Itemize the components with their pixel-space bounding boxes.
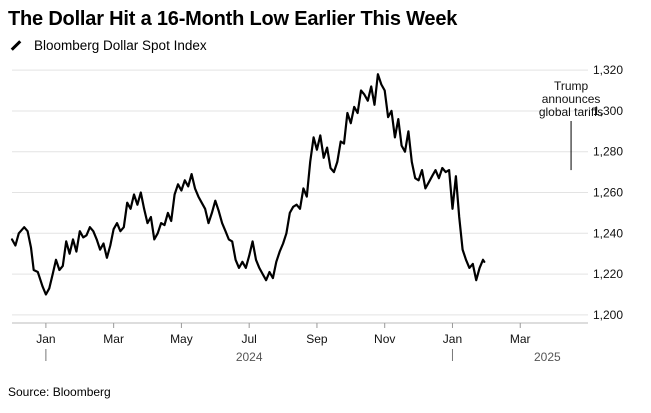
year-label: 2025: [534, 350, 561, 364]
y-tick-label: 1,200: [593, 308, 623, 322]
y-tick-label: 1,240: [593, 226, 623, 240]
x-tick-label: Mar: [103, 332, 124, 346]
x-tick-label: Mar: [510, 332, 531, 346]
x-tick-label: Sep: [306, 332, 328, 346]
x-tick-label: Jul: [242, 332, 257, 346]
y-tick-label: 1,320: [593, 63, 623, 77]
x-tick-label: Nov: [374, 332, 395, 346]
annotation-text: global tariffs: [539, 105, 603, 119]
x-tick-label: May: [170, 332, 193, 346]
year-label: 2024: [236, 350, 263, 364]
legend: Bloomberg Dollar Spot Index: [8, 38, 207, 53]
y-tick-label: 1,260: [593, 186, 623, 200]
chart-title: The Dollar Hit a 16-Month Low Earlier Th…: [8, 8, 458, 30]
source-note: Source: Bloomberg: [8, 385, 111, 399]
legend-label: Bloomberg Dollar Spot Index: [34, 38, 207, 53]
y-tick-label: 1,280: [593, 145, 623, 159]
annotation-text: announces: [542, 92, 601, 106]
y-tick-label: 1,220: [593, 267, 623, 281]
x-tick-label: Jan: [36, 332, 55, 346]
x-tick-label: Jan: [443, 332, 462, 346]
series-line: [10, 73, 486, 296]
annotation-text: Trump: [554, 79, 589, 93]
y-tick-label: 1,300: [593, 104, 623, 118]
